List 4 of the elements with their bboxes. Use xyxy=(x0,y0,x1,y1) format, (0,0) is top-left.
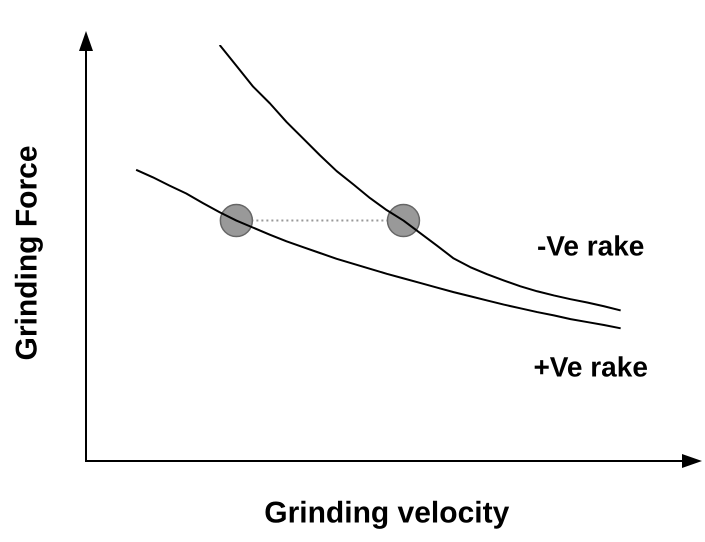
series-label: -Ve rake xyxy=(536,230,644,262)
series-label: +Ve rake xyxy=(533,351,648,382)
x-axis-title: Grinding velocity xyxy=(264,496,510,530)
y-axis-title: Grinding Force xyxy=(10,145,44,361)
